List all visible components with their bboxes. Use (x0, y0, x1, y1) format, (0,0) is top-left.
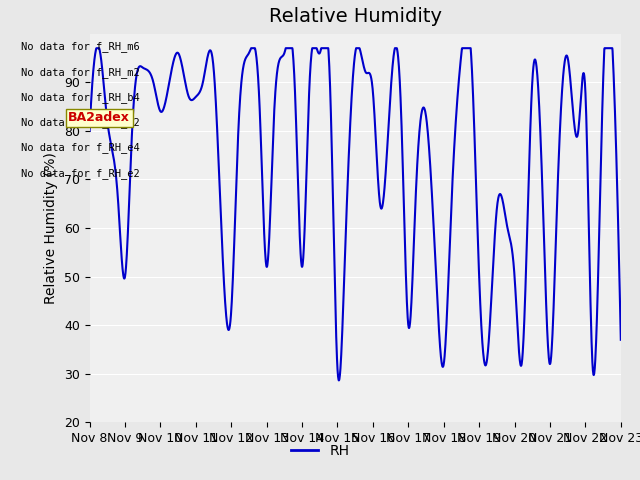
Y-axis label: Relative Humidity (%): Relative Humidity (%) (44, 152, 58, 304)
Text: No data for f_RH_m2: No data for f_RH_m2 (20, 67, 140, 78)
Text: No data for f_RH_b4: No data for f_RH_b4 (20, 92, 140, 103)
Text: No data for f_RH_e2: No data for f_RH_e2 (20, 168, 140, 179)
Title: Relative Humidity: Relative Humidity (269, 8, 442, 26)
Text: No data for f_RH_b2: No data for f_RH_b2 (20, 117, 140, 128)
Text: No data for f_RH_m6: No data for f_RH_m6 (20, 41, 140, 52)
Text: No data for f_RH_e4: No data for f_RH_e4 (20, 143, 140, 154)
Legend: RH: RH (285, 438, 355, 464)
Text: BA2adex: BA2adex (68, 111, 130, 124)
